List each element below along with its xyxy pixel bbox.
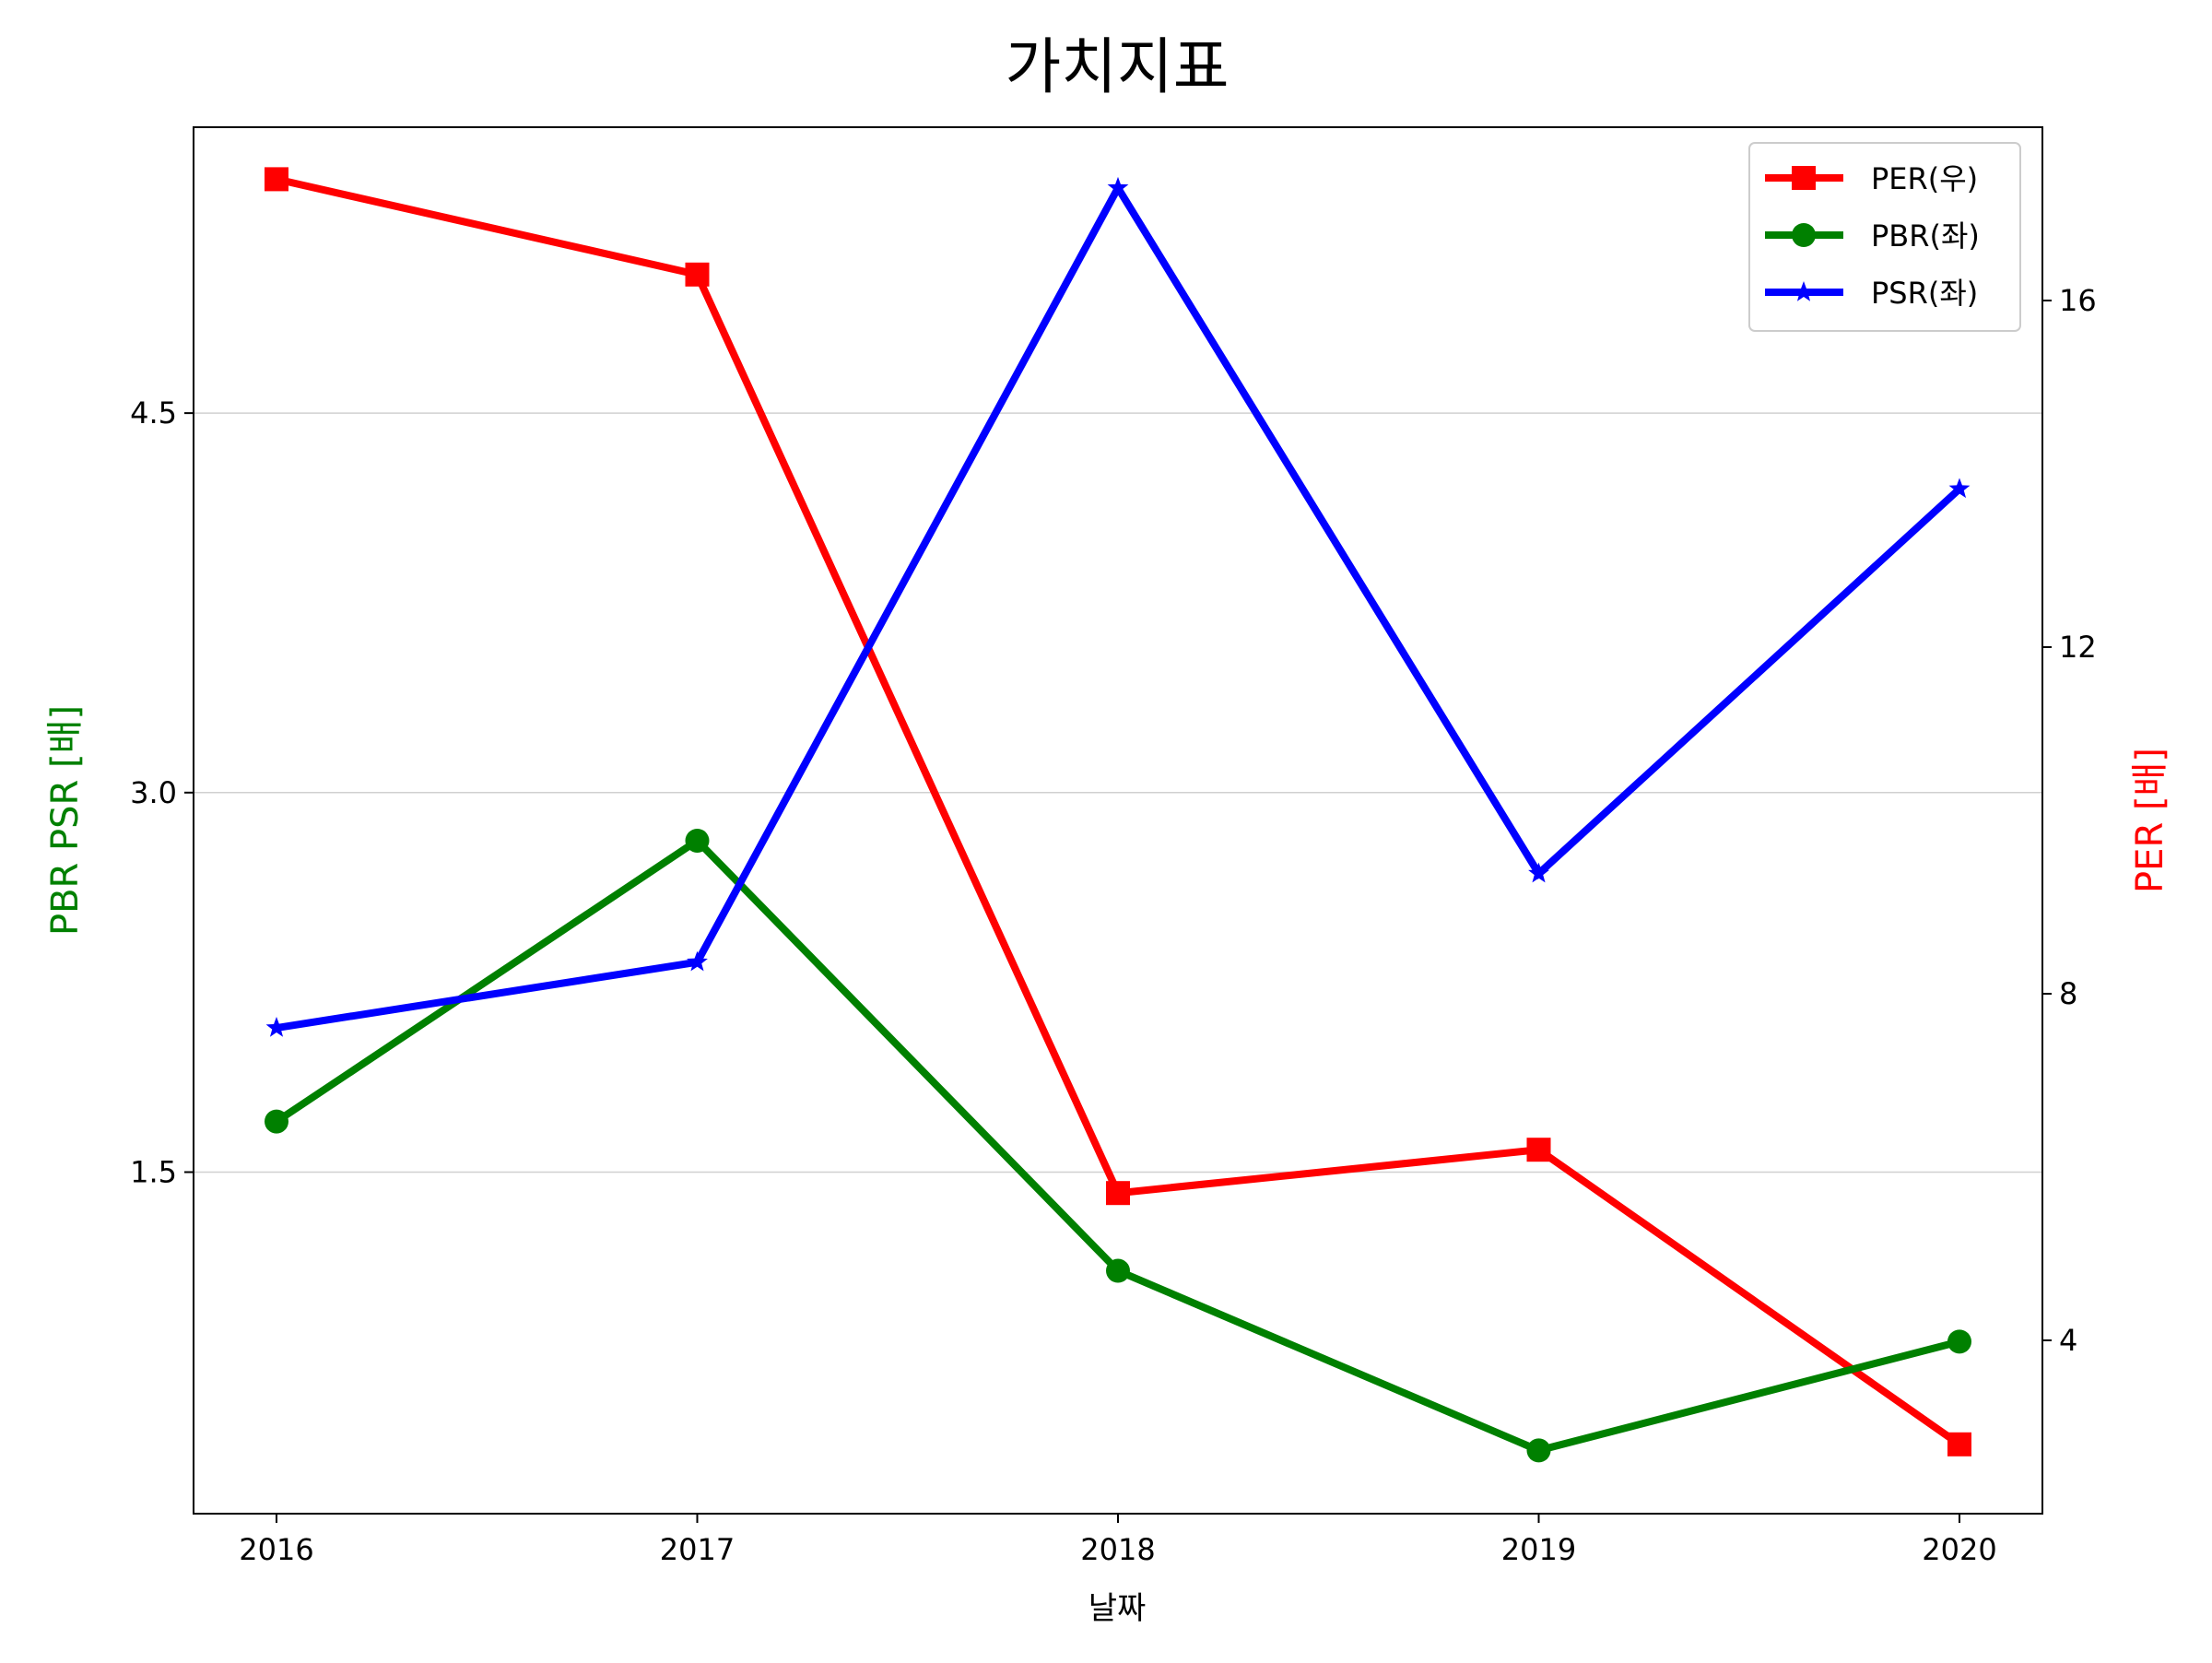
x-tick-label: 2017 bbox=[660, 1532, 735, 1567]
data-point-pbr bbox=[1106, 1258, 1130, 1283]
plot-series bbox=[265, 167, 1971, 1463]
gridlines bbox=[194, 412, 2042, 1174]
legend-marker bbox=[1793, 281, 1815, 301]
data-point-per bbox=[265, 167, 288, 192]
y-right-tick-label: 4 bbox=[2059, 1323, 2077, 1358]
y-left-tick-label: 1.5 bbox=[130, 1154, 177, 1189]
legend-marker bbox=[1792, 166, 1816, 190]
x-axis-label: 날짜 bbox=[1088, 1590, 1147, 1627]
y-axis-left-label: PBR PSR [배] bbox=[44, 705, 87, 936]
series-psr bbox=[265, 176, 1971, 1037]
legend-item-pbr: PBR(좌) bbox=[1765, 218, 1980, 254]
data-point-per bbox=[1526, 1138, 1551, 1162]
chart-title: 가치지표 bbox=[1006, 31, 1230, 102]
legend-label: PSR(좌) bbox=[1871, 276, 1978, 311]
data-point-pbr bbox=[685, 828, 710, 853]
axes: 2016 2017 2018 2019 2020 1.5 3.0 4.5 4 8 12 16 bbox=[130, 283, 2097, 1567]
y-left-tick-label: 3.0 bbox=[130, 775, 177, 810]
y-right-tick-label: 8 bbox=[2059, 976, 2077, 1011]
data-point-per bbox=[685, 262, 710, 287]
series-pbr bbox=[265, 828, 1971, 1463]
series-per bbox=[265, 167, 1971, 1457]
legend-marker bbox=[1792, 223, 1816, 247]
data-point-pbr bbox=[265, 1109, 288, 1134]
x-tick-label: 2018 bbox=[1080, 1532, 1155, 1567]
data-point-pbr bbox=[1947, 1329, 1971, 1354]
legend-box bbox=[1748, 142, 2021, 332]
legend-label: PER(우) bbox=[1871, 161, 1978, 196]
data-point-psr bbox=[1528, 862, 1549, 883]
y-left-tick-label: 4.5 bbox=[130, 395, 177, 430]
y-right-tick-label: 12 bbox=[2059, 630, 2097, 665]
data-point-psr bbox=[687, 950, 708, 972]
data-point-psr bbox=[1107, 176, 1129, 197]
legend: PER(우) PBR(좌) PSR(좌) bbox=[1748, 142, 2021, 332]
x-tick-label: 2020 bbox=[1922, 1532, 1996, 1567]
data-point-pbr bbox=[1526, 1438, 1551, 1463]
y-right-tick-label: 16 bbox=[2059, 283, 2097, 318]
x-tick-label: 2016 bbox=[239, 1532, 313, 1567]
legend-item-per: PER(우) bbox=[1765, 161, 1978, 196]
legend-label: PBR(좌) bbox=[1871, 218, 1980, 254]
y-axis-right-label: PER [배] bbox=[2129, 748, 2171, 893]
x-tick-label: 2019 bbox=[1501, 1532, 1576, 1567]
data-point-psr bbox=[1948, 478, 1971, 499]
data-point-per bbox=[1106, 1181, 1130, 1206]
data-point-per bbox=[1947, 1432, 1971, 1457]
data-point-psr bbox=[265, 1017, 288, 1037]
legend-item-psr: PSR(좌) bbox=[1765, 276, 1978, 311]
